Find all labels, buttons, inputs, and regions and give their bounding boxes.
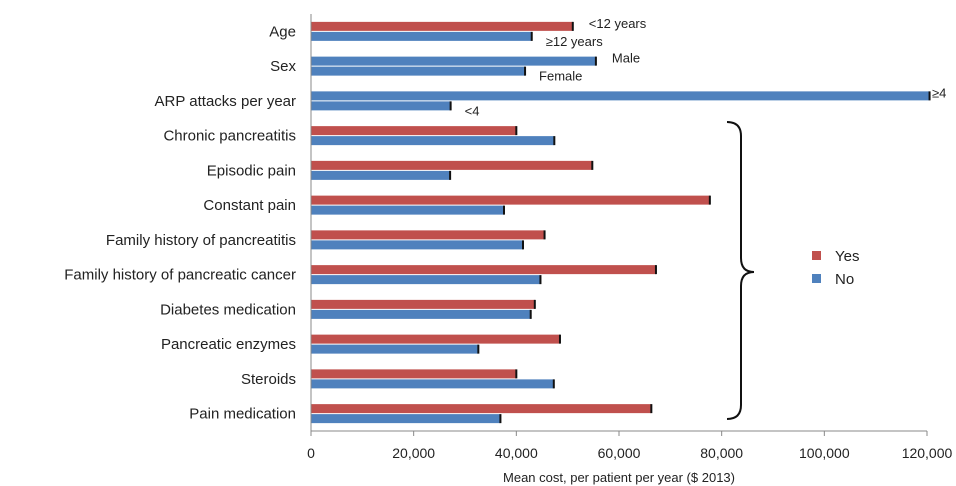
bar-pain-medication-yes	[311, 404, 652, 414]
bar-chronic-pancreatitis-no	[311, 136, 555, 146]
category-label-pain-medication: Pain medication	[189, 406, 296, 423]
bar-constant-pain-yes	[311, 195, 710, 205]
bar-diabetes-medication-yes	[311, 299, 535, 309]
legend-label-no: No	[835, 271, 854, 288]
x-tick-label: 20,000	[392, 445, 435, 461]
brace-bracket	[726, 121, 755, 420]
annotation-sex-2: Female	[539, 69, 582, 84]
legend-swatch-yes	[812, 251, 821, 260]
category-label-diabetes-medication: Diabetes medication	[160, 301, 296, 318]
bar-family-history-of-pancreatitis-yes	[311, 230, 545, 240]
bar-arp-attacks-per-year-1	[311, 91, 930, 101]
bar-family-history-of-pancreatitis-no	[311, 240, 524, 250]
annotation-age-2: ≥12 years	[546, 34, 603, 49]
x-tick-label: 0	[307, 445, 315, 461]
legend-label-yes: Yes	[835, 248, 859, 265]
annotation-age-1: <12 years	[589, 16, 647, 31]
category-label-episodic-pain: Episodic pain	[207, 162, 296, 179]
legend: Yes No	[812, 248, 859, 288]
x-tick-label: 100,000	[799, 445, 850, 461]
category-label-family-history-of-pancreatic-cancer: Family history of pancreatic cancer	[64, 267, 296, 284]
bar-family-history-of-pancreatic-cancer-no	[311, 275, 541, 285]
bar-episodic-pain-yes	[311, 160, 593, 170]
category-label-arp-attacks-per-year: ARP attacks per year	[155, 93, 296, 110]
bar-age-yes	[311, 21, 573, 31]
x-axis: 0 20,000 40,000 60,000 80,000 100,000 120,000	[307, 14, 953, 461]
x-axis-title: Mean cost, per patient per year ($ 2013)	[503, 470, 735, 485]
annotation-arp-attacks-per-year-1: ≥4	[932, 85, 946, 100]
bar-episodic-pain-no	[311, 170, 451, 180]
bar-steroids-yes	[311, 369, 517, 379]
category-label-family-history-of-pancreatitis: Family history of pancreatitis	[106, 232, 296, 249]
category-label-chronic-pancreatitis: Chronic pancreatitis	[163, 128, 296, 145]
bar-pain-medication-no	[311, 414, 501, 424]
bar-sex-1	[311, 56, 596, 66]
x-tick-label: 40,000	[495, 445, 538, 461]
bar-arp-attacks-per-year-2	[311, 101, 451, 111]
bars-layer: <12 years ≥12 years Male Female ≥4 <4	[311, 16, 946, 424]
bar-family-history-of-pancreatic-cancer-yes	[311, 265, 656, 275]
bar-pancreatic-enzymes-yes	[311, 334, 560, 344]
category-label-constant-pain: Constant pain	[203, 197, 296, 214]
category-label-pancreatic-enzymes: Pancreatic enzymes	[161, 336, 296, 353]
annotation-sex-1: Male	[612, 51, 640, 66]
bar-steroids-no	[311, 379, 554, 389]
bar-sex-2	[311, 66, 526, 76]
bar-constant-pain-no	[311, 205, 505, 215]
category-labels: Age Sex ARP attacks per year Chronic pancre…	[64, 23, 296, 422]
category-label-steroids: Steroids	[241, 371, 296, 388]
x-tick-label: 60,000	[598, 445, 641, 461]
bar-pancreatic-enzymes-no	[311, 344, 479, 354]
bar-diabetes-medication-no	[311, 309, 531, 319]
legend-swatch-no	[812, 274, 821, 283]
x-tick-label: 120,000	[902, 445, 953, 461]
category-label-age: Age	[269, 23, 296, 40]
category-label-sex: Sex	[270, 58, 296, 75]
annotation-arp-attacks-per-year-2: <4	[465, 103, 480, 118]
x-tick-label: 80,000	[700, 445, 743, 461]
bar-chronic-pancreatitis-yes	[311, 126, 517, 136]
bar-age-no	[311, 31, 532, 41]
